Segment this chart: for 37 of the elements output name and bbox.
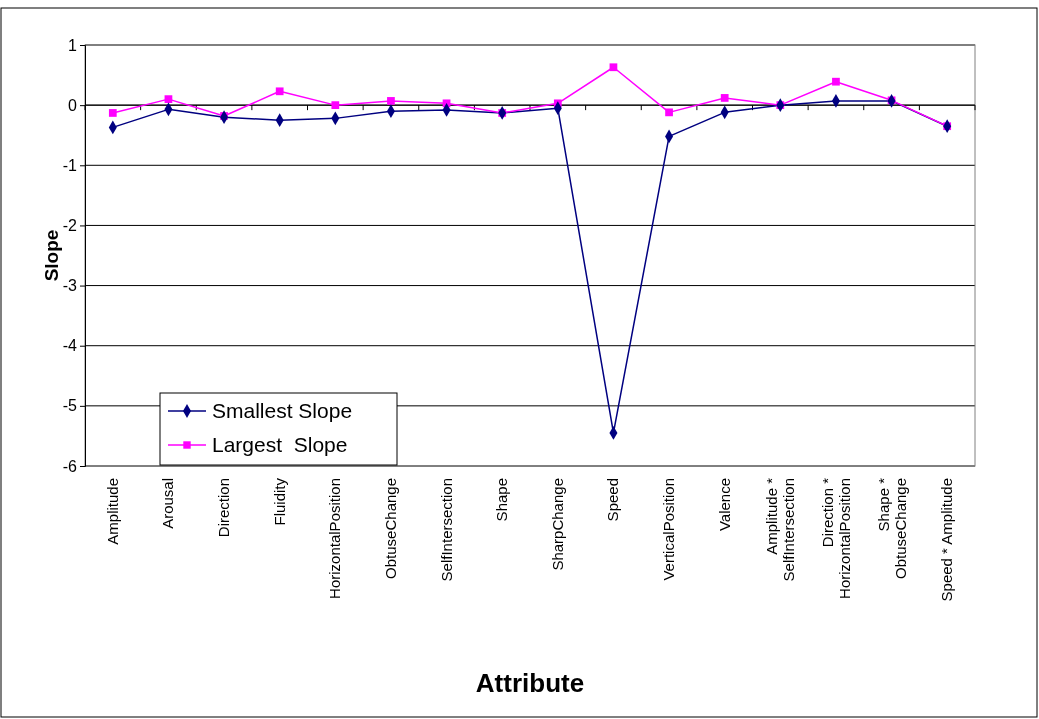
x-tick-label: Valence bbox=[715, 478, 733, 532]
y-tick-label: 0 bbox=[68, 96, 78, 114]
y-tick-label: -4 bbox=[62, 337, 78, 355]
x-tick-label: Shape * ObtuseChange bbox=[874, 477, 909, 579]
x-tick-label: Shape bbox=[493, 478, 511, 522]
x-axis-title: Attribute bbox=[475, 668, 585, 698]
point bbox=[609, 63, 618, 72]
point bbox=[164, 95, 173, 103]
point bbox=[275, 87, 284, 96]
x-tick-label: SelfIntersection bbox=[437, 478, 455, 582]
x-tick-label: VerticalPosition bbox=[660, 478, 678, 581]
x-tick-label: Amplitude * SelfIntersection bbox=[763, 477, 798, 582]
x-tick-label: Direction * HorizontalPosition bbox=[818, 477, 853, 599]
x-tick-label: Arousal bbox=[159, 478, 177, 529]
point bbox=[108, 109, 117, 117]
x-tick-label: ObtuseChange bbox=[381, 478, 399, 579]
point bbox=[665, 108, 673, 117]
legend-label: Smallest Slope bbox=[212, 399, 353, 422]
y-tick-label: -1 bbox=[62, 156, 78, 174]
point bbox=[387, 97, 395, 105]
y-tick-label: -3 bbox=[62, 277, 78, 295]
point bbox=[720, 94, 729, 102]
y-tick-label: -6 bbox=[62, 457, 78, 475]
x-tick-label: Fluidity bbox=[270, 477, 288, 526]
x-tick-label: SharpChange bbox=[548, 478, 566, 571]
y-tick-label: -2 bbox=[62, 217, 78, 235]
point bbox=[331, 101, 340, 110]
x-tick-label: Speed * Amplitude bbox=[938, 478, 956, 602]
point bbox=[832, 77, 840, 86]
x-tick-label: Direction bbox=[215, 478, 233, 538]
y-tick-label: -5 bbox=[62, 397, 78, 415]
y-tick-label: 1 bbox=[68, 36, 78, 54]
x-tick-label: Amplitude bbox=[103, 478, 121, 545]
legend-label: Largest Slope bbox=[212, 433, 348, 456]
x-tick-label: HorizontalPosition bbox=[326, 478, 344, 599]
x-tick-label: Speed bbox=[604, 478, 622, 522]
y-axis-title: Slope bbox=[41, 229, 62, 282]
